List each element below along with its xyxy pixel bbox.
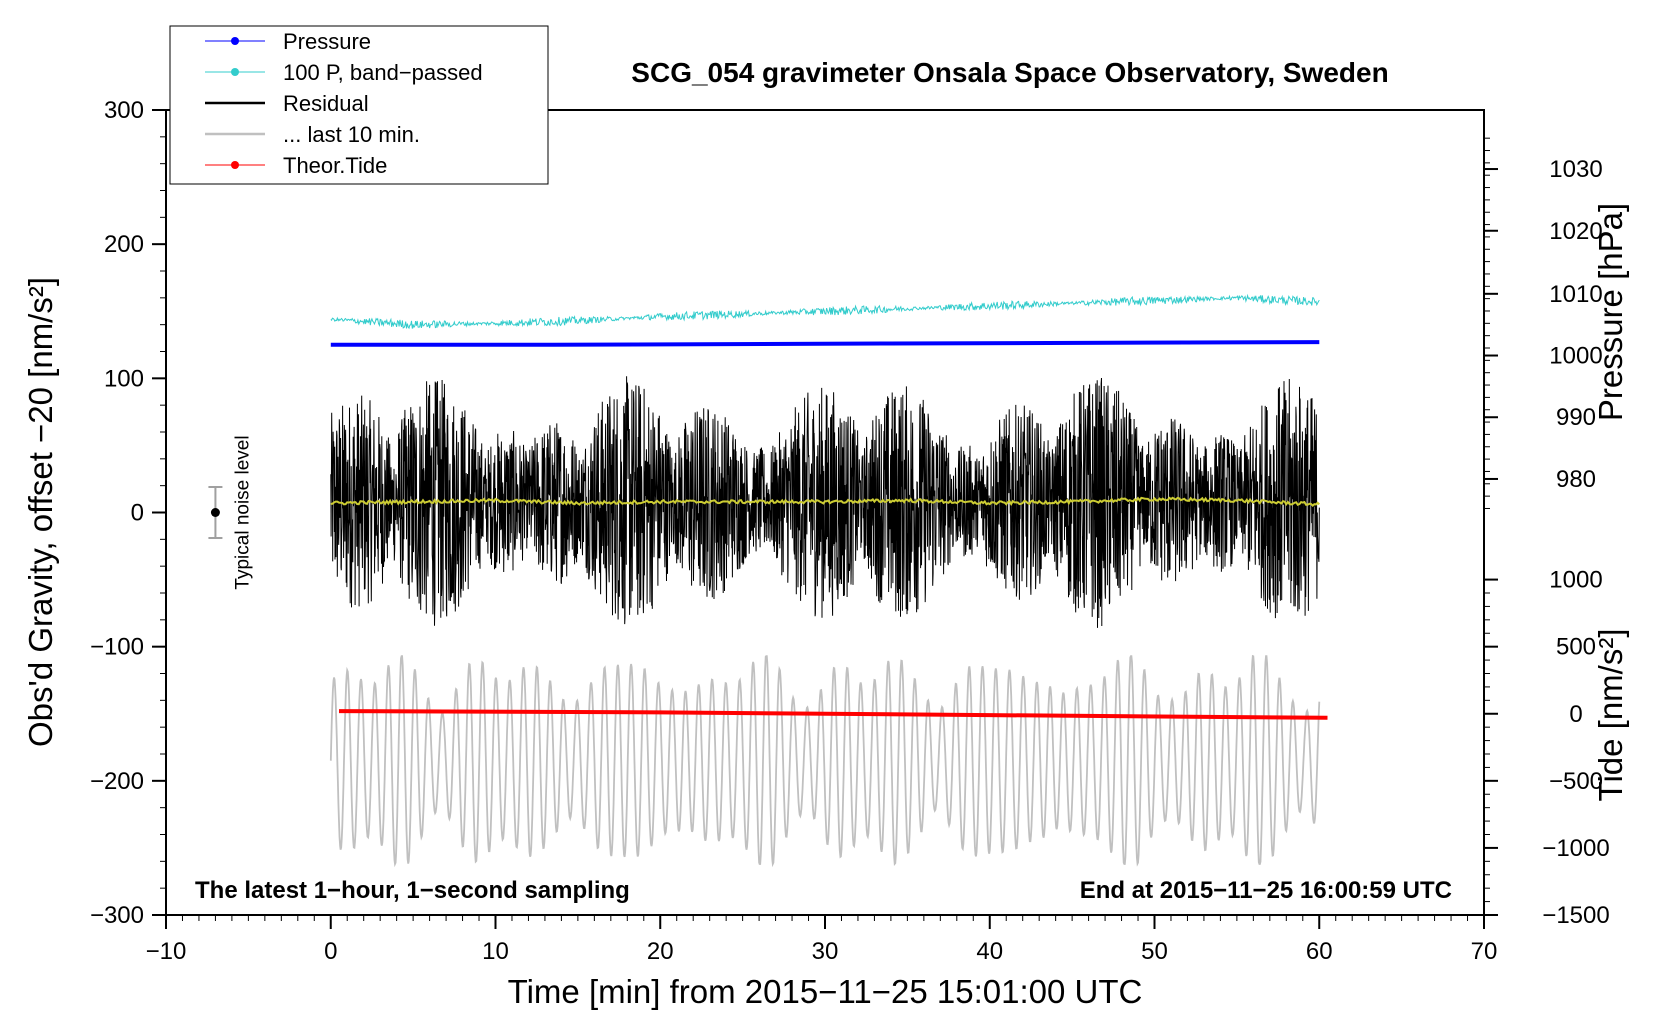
legend-box — [169, 25, 549, 185]
tide-tick-label: 0 — [1569, 701, 1582, 728]
tide-tick-label: −1500 — [1542, 902, 1609, 929]
noise-indicator: Typical noise level — [208, 435, 253, 590]
legend-label: ... last 10 min. — [283, 122, 420, 147]
chart-title: SCG_054 gravimeter Onsala Space Observat… — [631, 57, 1388, 88]
legend-swatch-marker — [231, 161, 239, 169]
x-tick-label: 70 — [1471, 938, 1498, 965]
y-tick-label: 100 — [104, 365, 144, 392]
legend-label: Pressure — [283, 29, 371, 54]
data-layer — [329, 293, 1328, 868]
x-axis-title: Time [min] from 2015−11−25 15:01:00 UTC — [508, 973, 1143, 1010]
tide-tick-label: 1000 — [1549, 567, 1602, 594]
end-time-note: End at 2015−11−25 16:00:59 UTC — [1080, 877, 1452, 904]
tide-axis-title: Tide [nm/s²] — [1592, 629, 1629, 802]
legend-swatch-marker — [231, 37, 239, 45]
tide-tick-label: −1000 — [1542, 835, 1609, 862]
series-theoretical-tide — [338, 709, 1328, 720]
sampling-note: The latest 1−hour, 1−second sampling — [195, 877, 630, 904]
noise-center-dot — [210, 508, 220, 517]
x-tick-label: 0 — [324, 938, 337, 965]
series-last-10-min — [329, 654, 1321, 868]
x-tick-label: 20 — [647, 938, 674, 965]
x-tick-label: 30 — [812, 938, 839, 965]
x-tick-label: 50 — [1141, 938, 1168, 965]
noise-label: Typical noise level — [232, 435, 253, 589]
pressure-tick-label: 1010 — [1549, 281, 1602, 308]
y-tick-label: −100 — [90, 634, 144, 661]
legend-label: 100 P, band−passed — [283, 60, 483, 85]
series-band-passed-pressure — [330, 293, 1320, 330]
x-tick-label: 60 — [1306, 938, 1333, 965]
legend-label: Residual — [283, 91, 369, 116]
plot-frame — [165, 109, 1485, 916]
legend-swatch-marker — [231, 68, 239, 76]
x-tick-label: 10 — [482, 938, 509, 965]
series-residual — [330, 376, 1320, 628]
pressure-tick-label: 980 — [1556, 466, 1596, 493]
axis-layer: −10 0 10 20 30 40 50 60 703002001000−100−200−300… — [90, 97, 1610, 965]
x-tick-label: −10 — [146, 938, 187, 965]
y-axis-title: Obs'd Gravity, offset −20 [nm/s²] — [22, 277, 59, 747]
pressure-tick-label: 990 — [1556, 404, 1596, 431]
y-tick-label: 300 — [104, 97, 144, 124]
x-tick-label: 40 — [976, 938, 1003, 965]
series-residual-mean — [330, 496, 1320, 507]
y-tick-label: 200 — [104, 231, 144, 258]
tide-tick-label: −500 — [1549, 768, 1603, 795]
y-tick-label: −200 — [90, 768, 144, 795]
pressure-axis-title: Pressure [hPa] — [1592, 203, 1629, 421]
legend-entries: Pressure 100 P, band−passed Residual ... la… — [205, 29, 483, 178]
pressure-tick-label: 1000 — [1549, 343, 1602, 370]
legend: Pressure 100 P, band−passed Residual ... la… — [169, 25, 549, 185]
y-tick-label: −300 — [90, 902, 144, 929]
y-tick-label: 0 — [131, 500, 144, 527]
legend-label: Theor.Tide — [283, 153, 387, 178]
pressure-tick-label: 1030 — [1549, 156, 1602, 183]
tide-tick-label: 500 — [1556, 634, 1596, 661]
pressure-tick-label: 1020 — [1549, 218, 1602, 245]
series-pressure — [330, 340, 1320, 347]
